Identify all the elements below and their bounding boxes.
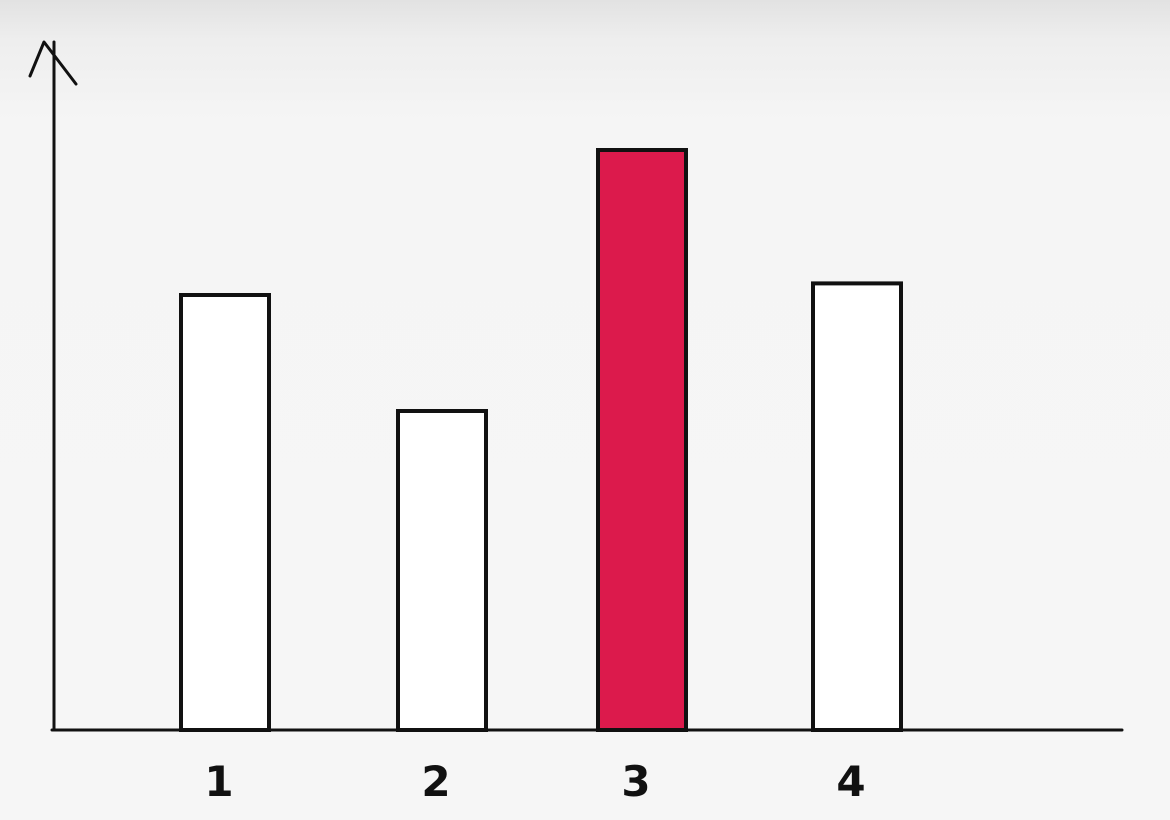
axes-group bbox=[28, 40, 1124, 732]
x-tick-label-1: 1 bbox=[204, 757, 233, 806]
x-tick-label-3: 3 bbox=[621, 757, 650, 806]
x-tick-label-4: 4 bbox=[836, 757, 865, 806]
bar-3 bbox=[596, 148, 688, 732]
bars-group bbox=[179, 148, 903, 732]
x-tick-label-2: 2 bbox=[421, 757, 450, 806]
bar-2 bbox=[396, 409, 488, 732]
bar-1 bbox=[179, 293, 271, 732]
bar-4 bbox=[811, 281, 903, 732]
y-axis-arrow-icon bbox=[28, 40, 78, 86]
x-tick-labels: 1 2 3 4 bbox=[204, 757, 865, 806]
